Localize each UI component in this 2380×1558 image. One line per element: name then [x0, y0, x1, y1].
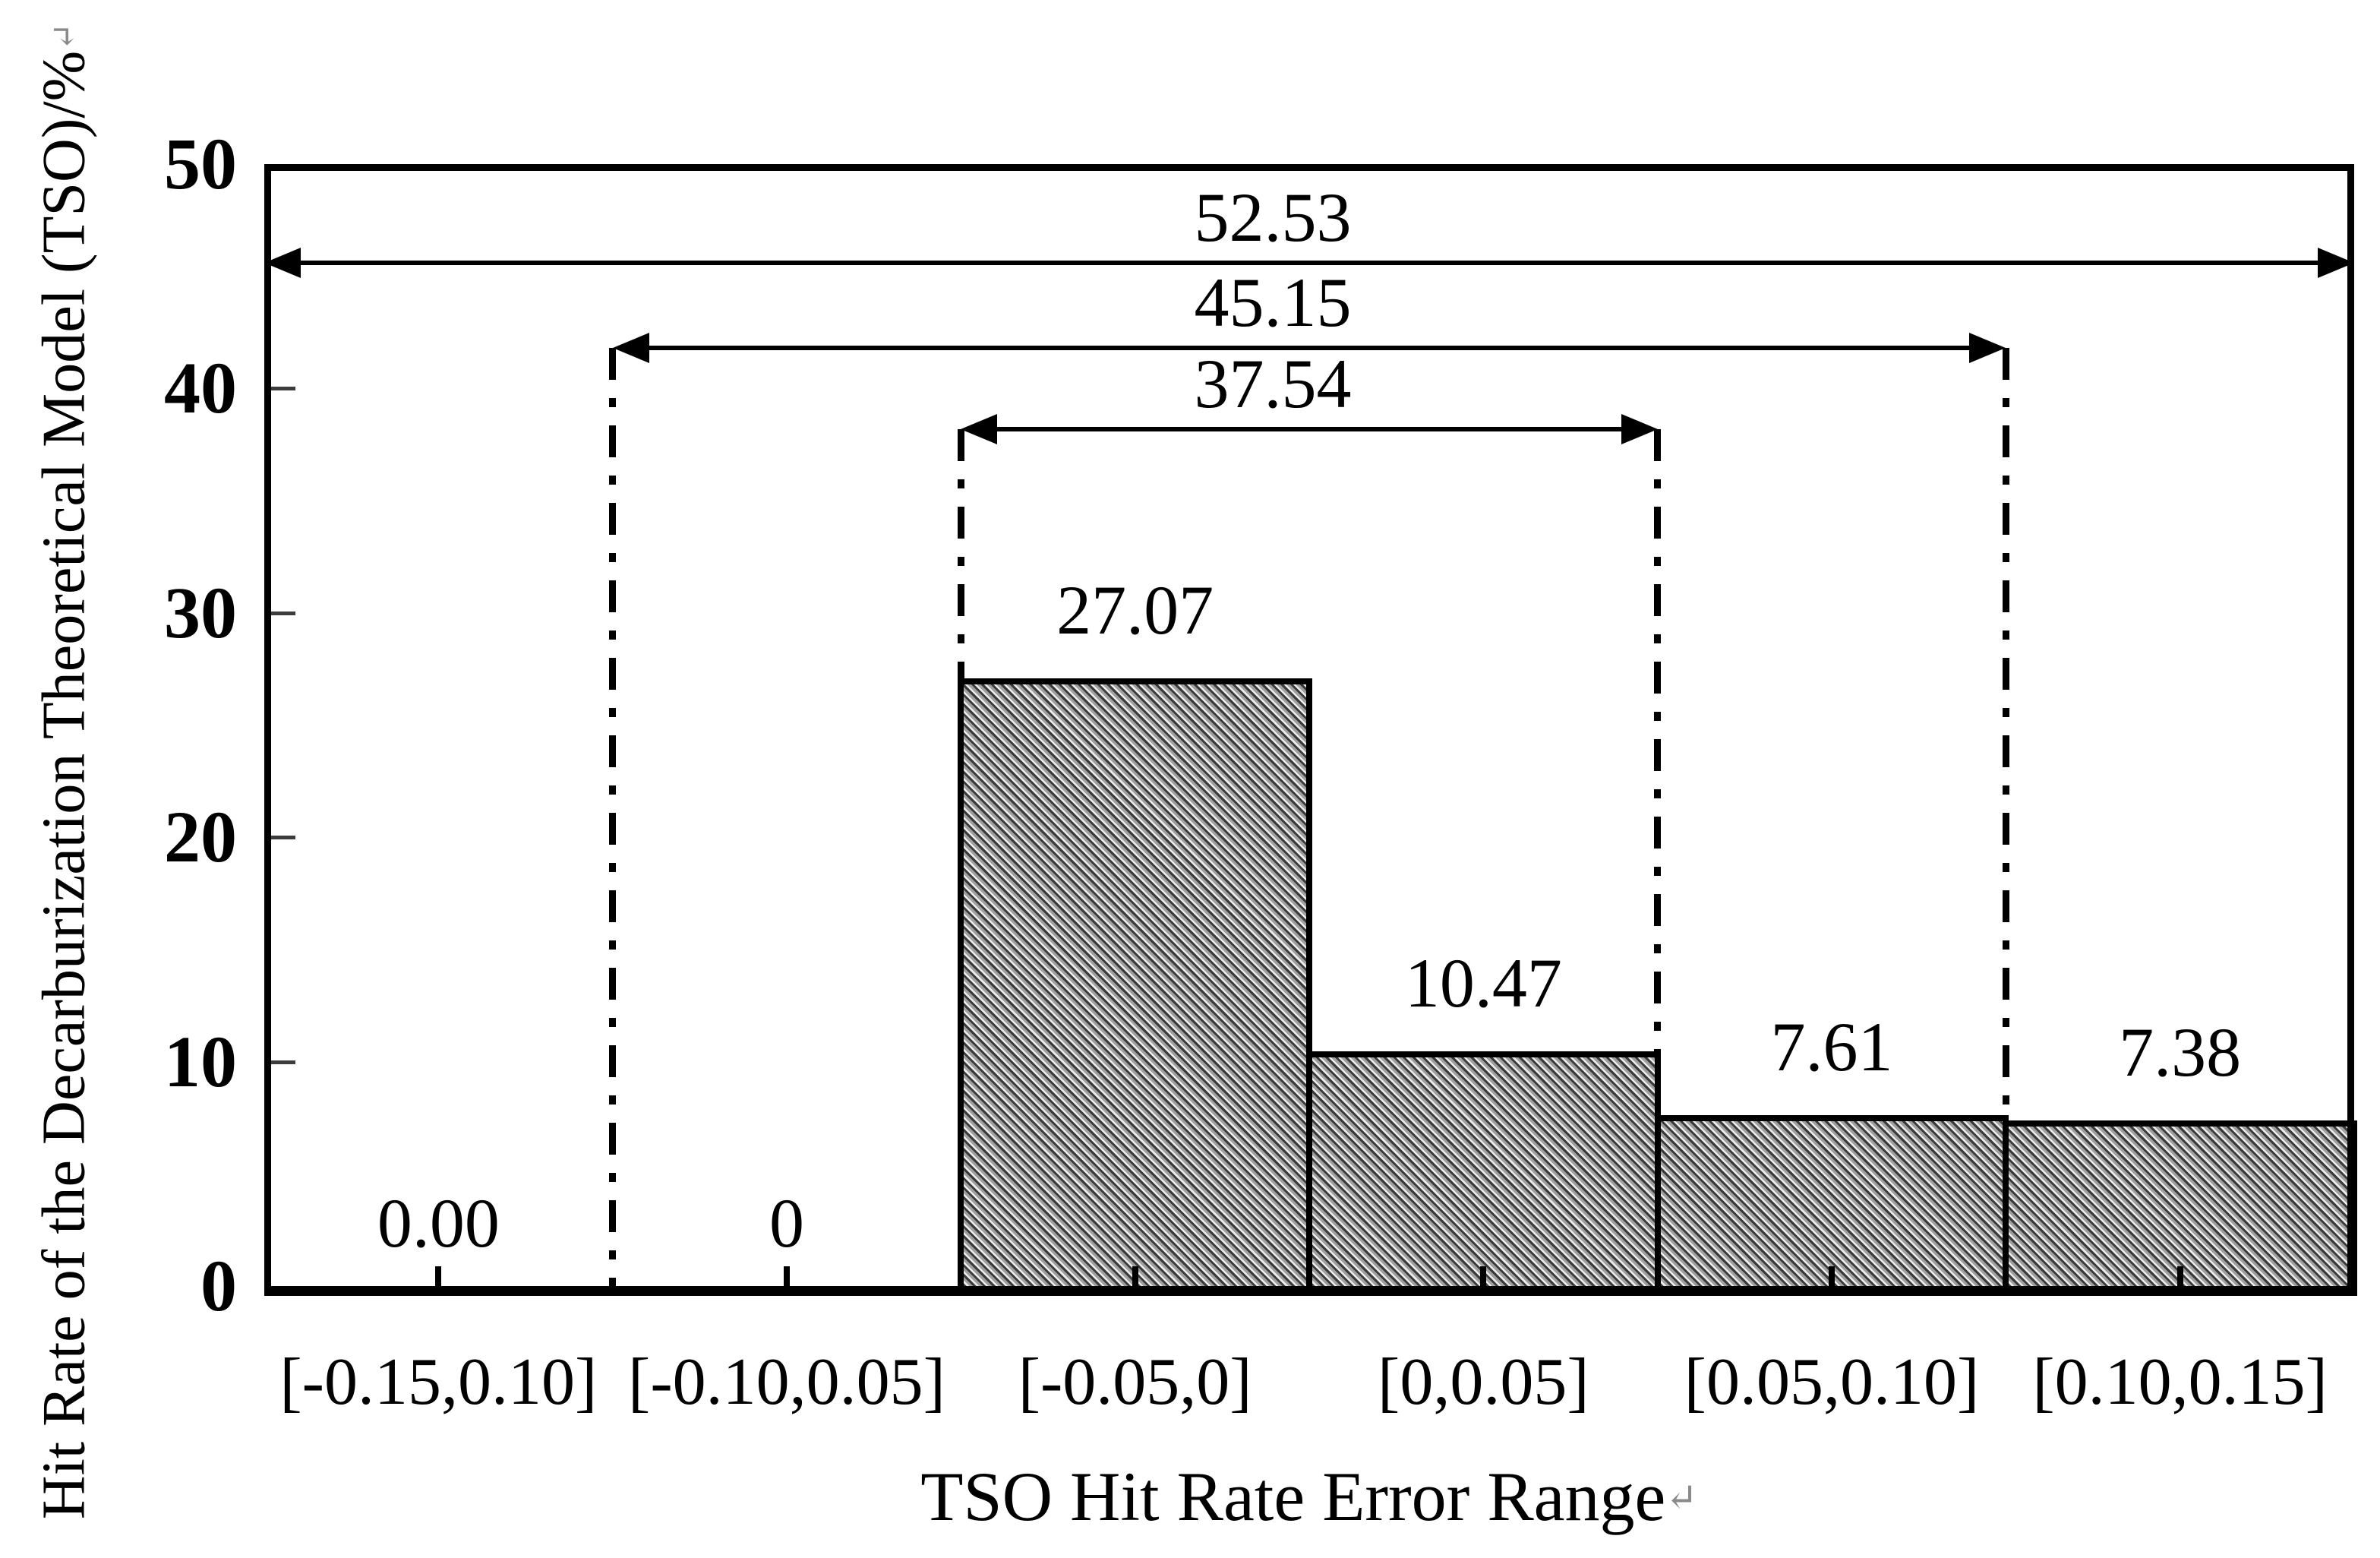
- bar-value-label: 0.00: [377, 1184, 500, 1262]
- arrowhead-right-icon: [1621, 413, 1658, 444]
- x-axis-title-text: TSO Hit Rate Error Range: [920, 1458, 1666, 1535]
- bar: [958, 678, 1312, 1296]
- bar-value-label: 27.07: [1056, 571, 1214, 649]
- y-tick-label: 20: [164, 796, 237, 878]
- y-tick-mark: [271, 387, 295, 391]
- cumulative-arrow-line: [298, 260, 2321, 265]
- category-label: [0,0.05]: [1378, 1345, 1589, 1419]
- bar-value-label: 10.47: [1404, 943, 1562, 1022]
- bar: [1306, 1051, 1661, 1296]
- bar-value-label: 7.38: [2119, 1013, 2242, 1091]
- y-tick-label: 10: [164, 1020, 237, 1102]
- category-label: [0.10,0.15]: [2032, 1345, 2328, 1419]
- x-tick-mark: [435, 1266, 442, 1286]
- x-tick-mark: [784, 1266, 790, 1286]
- category-label: [-0.15,0.10]: [279, 1345, 598, 1419]
- boundary-dashdot-line: [1654, 428, 1662, 1051]
- return-mark-icon: ↵: [1665, 1476, 1698, 1519]
- arrowhead-left-icon: [961, 413, 998, 444]
- boundary-dashdot-line: [2002, 348, 2009, 1116]
- boundary-dashdot-line: [609, 348, 617, 1286]
- category-label: [-0.10,0.05]: [628, 1345, 945, 1419]
- cumulative-arrow-line: [646, 346, 1973, 351]
- cumulative-arrow-line: [994, 426, 1624, 431]
- x-tick-mark: [2176, 1266, 2183, 1286]
- y-tick-mark: [271, 1060, 295, 1064]
- arrowhead-right-icon: [1969, 333, 2006, 364]
- boundary-dashdot-line: [957, 428, 964, 679]
- y-tick-mark: [271, 611, 295, 615]
- bar-value-label: 0: [769, 1184, 804, 1262]
- x-tick-mark: [1829, 1266, 1835, 1286]
- arrowhead-left-icon: [264, 247, 301, 278]
- return-mark-icon: ↵: [46, 22, 84, 51]
- bar-value-label: 7.61: [1770, 1008, 1893, 1086]
- x-tick-mark: [1480, 1266, 1487, 1286]
- arrow-value-label: 37.54: [1194, 344, 1352, 422]
- arrow-value-label: 45.15: [1194, 264, 1352, 342]
- y-tick-label: 0: [200, 1245, 237, 1326]
- y-tick-label: 40: [164, 347, 237, 429]
- y-tick-mark: [271, 836, 295, 840]
- arrow-value-label: 52.53: [1194, 178, 1352, 256]
- arrowhead-left-icon: [612, 333, 649, 364]
- y-tick-label: 30: [164, 571, 237, 653]
- arrowhead-right-icon: [2318, 247, 2354, 278]
- y-tick-label: 50: [164, 123, 237, 204]
- x-axis-title: TSO Hit Rate Error Range↵: [264, 1455, 2354, 1538]
- category-label: [0.05,0.10]: [1684, 1345, 1980, 1419]
- x-tick-mark: [1132, 1266, 1138, 1286]
- category-label: [-0.05,0]: [1018, 1345, 1252, 1419]
